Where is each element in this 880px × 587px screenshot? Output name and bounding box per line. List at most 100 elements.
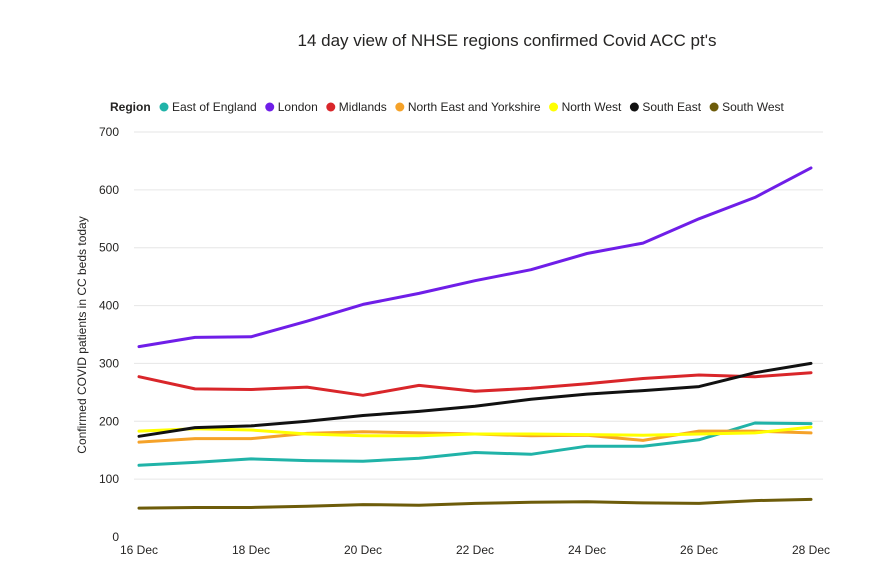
data-point-north-east-and-yorkshire (249, 437, 253, 441)
series-line-north-west (137, 425, 813, 438)
data-point-midlands (417, 383, 421, 387)
legend-marker-south-east (629, 102, 639, 112)
series-line-south-east (137, 361, 813, 438)
data-point-north-east-and-yorkshire (641, 438, 645, 442)
data-point-south-west (473, 501, 477, 505)
data-point-north-east-and-yorkshire (809, 431, 813, 435)
data-point-north-west (697, 432, 701, 436)
data-point-north-west (585, 433, 589, 437)
data-point-north-west (361, 434, 365, 438)
data-point-midlands (137, 375, 141, 379)
data-point-midlands (585, 382, 589, 386)
series-line-london (137, 166, 813, 349)
data-point-london (529, 268, 533, 272)
data-point-east-of-england (809, 422, 813, 426)
data-point-south-west (585, 500, 589, 504)
legend-item-london[interactable]: London (278, 100, 318, 114)
legend-item-south-east[interactable]: South East (642, 100, 701, 114)
y-tick-label: 400 (99, 299, 119, 313)
series-line-south-west (137, 497, 813, 510)
data-point-midlands (249, 387, 253, 391)
data-point-north-east-and-yorkshire (193, 437, 197, 441)
x-axis: 16 Dec 18 Dec 20 Dec 22 Dec 24 Dec 26 Dec 28 D… (120, 543, 830, 557)
legend-item-north-east-and-yorkshire[interactable]: North East and Yorkshire (408, 100, 541, 114)
data-point-midlands (193, 387, 197, 391)
y-axis: 0 100 200 300 400 500 600 700 (99, 125, 119, 544)
data-point-london (585, 252, 589, 256)
data-point-south-west (193, 505, 197, 509)
data-point-east-of-england (305, 459, 309, 463)
data-point-london (473, 279, 477, 283)
data-point-london (249, 335, 253, 339)
plot-area (137, 166, 813, 510)
data-point-london (361, 302, 365, 306)
y-tick-label: 500 (99, 241, 119, 255)
data-point-south-west (361, 503, 365, 507)
data-point-south-east (193, 426, 197, 430)
data-point-south-east (641, 389, 645, 393)
data-point-north-west (529, 432, 533, 436)
data-point-london (641, 241, 645, 245)
data-point-midlands (809, 371, 813, 375)
legend-item-east-of-england[interactable]: East of England (172, 100, 257, 114)
x-tick-label: 24 Dec (568, 543, 606, 557)
legend-marker-midlands (326, 102, 336, 112)
x-tick-label: 20 Dec (344, 543, 382, 557)
legend-item-north-west[interactable]: North West (562, 100, 622, 114)
data-point-east-of-england (697, 438, 701, 442)
data-point-east-of-england (361, 459, 365, 463)
y-tick-label: 700 (99, 125, 119, 139)
data-point-london (753, 195, 757, 199)
data-point-south-west (417, 503, 421, 507)
data-point-east-of-england (417, 456, 421, 460)
data-point-south-west (809, 497, 813, 501)
data-point-south-west (641, 501, 645, 505)
legend-item-midlands[interactable]: Midlands (339, 100, 387, 114)
data-point-east-of-england (137, 463, 141, 467)
data-point-south-east (305, 419, 309, 423)
data-point-london (809, 166, 813, 170)
data-point-north-west (753, 431, 757, 435)
data-point-south-east (585, 392, 589, 396)
data-point-north-east-and-yorkshire (361, 430, 365, 434)
data-point-north-east-and-yorkshire (137, 440, 141, 444)
legend-marker-east-of-england (159, 102, 169, 112)
data-point-south-west (305, 504, 309, 508)
y-tick-label: 600 (99, 183, 119, 197)
data-point-midlands (697, 373, 701, 377)
x-tick-label: 22 Dec (456, 543, 494, 557)
data-point-midlands (529, 386, 533, 390)
data-point-north-west (249, 428, 253, 432)
data-point-midlands (753, 375, 757, 379)
legend-title: Region (110, 100, 151, 114)
legend-marker-north-west (549, 102, 559, 112)
y-tick-label: 300 (99, 356, 119, 370)
data-point-south-west (697, 501, 701, 505)
data-point-south-east (249, 424, 253, 428)
data-point-london (697, 217, 701, 221)
y-tick-label: 200 (99, 414, 119, 428)
data-point-north-west (417, 434, 421, 438)
data-point-north-west (305, 432, 309, 436)
legend-item-south-west[interactable]: South West (722, 100, 784, 114)
data-point-london (137, 345, 141, 349)
data-point-south-east (753, 371, 757, 375)
legend-marker-south-west (709, 102, 719, 112)
data-point-north-west (137, 429, 141, 433)
data-point-east-of-england (585, 444, 589, 448)
chart-title: 14 day view of NHSE regions confirmed Co… (298, 31, 717, 50)
data-point-south-west (137, 506, 141, 510)
data-point-midlands (361, 393, 365, 397)
data-point-east-of-england (193, 460, 197, 464)
grid (134, 131, 823, 480)
data-point-midlands (641, 376, 645, 380)
data-point-south-east (417, 409, 421, 413)
data-point-north-west (641, 433, 645, 437)
data-point-south-east (529, 397, 533, 401)
y-tick-label: 0 (112, 530, 119, 544)
data-point-east-of-england (473, 451, 477, 455)
data-point-south-west (529, 500, 533, 504)
data-point-london (305, 319, 309, 323)
data-point-london (193, 335, 197, 339)
